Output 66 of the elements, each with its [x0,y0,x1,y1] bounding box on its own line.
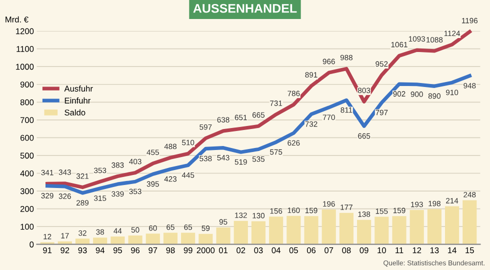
bar [392,216,406,244]
bar [462,200,477,244]
bar [234,220,248,244]
bar [374,216,389,244]
x-tick-label: 99 [184,247,192,254]
bar [322,210,336,244]
x-tick-label: 02 [236,247,246,254]
bar [93,238,108,244]
y-tick-label: 700 [20,117,34,124]
y-tick-label: 200 [20,206,34,212]
x-tick-label: 97 [148,247,158,254]
x-tick-label: 96 [131,247,140,254]
y-tick-label: 400 [20,170,34,176]
y-tick-label: 100 [20,224,34,230]
y-tick-label: 600 [20,134,34,141]
x-tick-label: 15 [466,247,474,254]
bar [339,212,354,244]
legend-label: Einfuhr [64,97,91,104]
bar [286,216,301,244]
x-tick-label: 07 [324,247,334,254]
x-tick-label: 10 [378,247,386,254]
y-tick-label: 1100 [16,46,34,52]
x-tick-label: 92 [60,247,70,254]
bar [216,227,230,244]
x-tick-label: 95 [113,247,122,254]
x-tick-label: 94 [96,247,104,254]
bar [75,238,90,244]
bar [269,216,284,244]
bar [427,209,442,244]
bar [163,232,178,244]
y-tick-label: 1000 [16,64,34,70]
y-axis-title: Mrd. € [6,16,28,22]
y-tick-label: 500 [20,152,34,159]
legend-label: Ausfuhr [64,85,93,92]
y-tick-label: 0 [30,242,34,248]
bar [251,221,266,244]
bar [146,234,160,244]
x-tick-label: 04 [272,247,280,254]
x-tick-label: 09 [360,247,368,254]
y-tick-label: 300 [20,188,34,194]
y-tick-label: 900 [20,82,34,88]
y-tick-label: 1200 [16,28,34,34]
x-tick-label: 11 [396,247,404,254]
legend-label: Saldo [64,109,86,116]
y-tick-label: 800 [20,99,34,106]
bar [198,234,213,244]
chart-title: AUSSENHANDEL [193,4,297,13]
bar [357,220,372,244]
x-tick-label: 03 [254,247,263,254]
x-tick-label: 13 [430,247,439,254]
bar [128,235,142,244]
x-tick-label: 01 [218,247,228,254]
x-tick-label: 14 [448,247,456,254]
x-tick-label: 05 [289,247,298,254]
x-tick-label: 06 [306,247,316,254]
x-tick-label: 91 [43,247,52,254]
x-tick-label: 2000 [196,247,215,254]
bar [410,210,424,244]
x-tick-label: 93 [78,247,87,254]
bar [110,236,125,244]
x-tick-label: 12 [412,247,422,254]
bar [445,206,460,244]
bar [181,232,196,244]
x-tick-label: 08 [342,247,351,254]
bar [304,216,318,244]
x-tick-label: 98 [166,247,175,254]
